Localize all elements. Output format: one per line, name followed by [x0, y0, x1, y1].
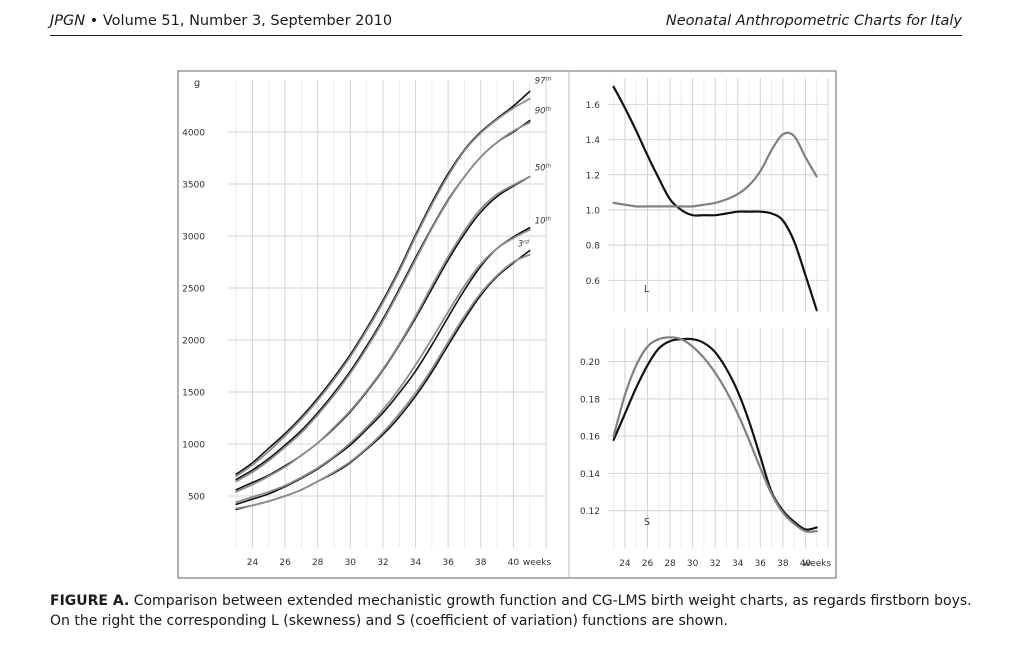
weight-x-tick-label: 30: [345, 558, 357, 568]
weight-series-line-2: [235, 97, 531, 478]
L-series-line-2: [612, 131, 818, 208]
S-y-tick-label: 0.20: [580, 358, 600, 368]
journal-issue: • Volume 51, Number 3, September 2010: [85, 13, 393, 29]
L-y-tick-label: 1.6: [586, 101, 601, 111]
S-x-tick-label: 28: [664, 559, 676, 569]
L-y-tick-label: 1.4: [586, 136, 601, 146]
L-y-tick-label: 1.0: [586, 206, 601, 216]
S-x-tick-label: 26: [642, 559, 654, 569]
S-series-line-2: [612, 336, 818, 533]
running-header-title: Neonatal Anthropometric Charts for Italy: [665, 13, 962, 29]
percentile-label: 90th: [535, 107, 552, 117]
S-y-tick-label: 0.12: [580, 507, 600, 517]
S-y-tick-label: 0.18: [580, 395, 600, 405]
weight-y-tick-label: 4000: [182, 129, 205, 139]
weight-series-line-6: [235, 175, 531, 493]
l-function-chart: 0.6 0.8 1.0 1.2 1.4 1.6 L: [586, 78, 829, 312]
weight-series-line-8: [235, 228, 531, 504]
weight-y-tick-label: 2500: [182, 285, 205, 295]
S-x-tick-label: 38: [777, 559, 789, 569]
percentile-label: 50th: [535, 164, 552, 174]
figure-caption: FIGURE A. Comparison between extended me…: [50, 591, 975, 631]
S-y-tick-label: 0.14: [580, 470, 600, 480]
S-y-tick-label: 0.16: [580, 433, 600, 443]
weight-y-tick-label: 500: [188, 493, 205, 503]
weight-series-line-10: [235, 253, 531, 510]
caption-label: FIGURE A.: [50, 593, 130, 609]
weight-x-tick-label: 36: [442, 558, 454, 568]
S-x-axis-label: weeks: [803, 559, 832, 569]
S-x-tick-label: 30: [687, 559, 699, 569]
percentile-label: 10th: [535, 217, 552, 227]
percentile-label: 97th: [535, 76, 552, 86]
s-function-chart: 0.12 0.14 0.16 0.18 0.20 24 26 28 30 32 34 36 38 40we…: [580, 328, 832, 569]
caption-text: Comparison between extended mechanistic …: [50, 593, 972, 629]
weight-x-tick-label: 28: [312, 558, 324, 568]
S-x-tick-label: 34: [732, 559, 744, 569]
L-grid: [608, 78, 829, 312]
weight-x-tick-label: 38: [475, 558, 487, 568]
weight-y-tick-label: 1000: [182, 441, 205, 451]
running-header-left: JPGN • Volume 51, Number 3, September 20…: [50, 13, 392, 29]
S-x-tick-label: 40: [800, 559, 812, 569]
weight-y-tick-label: 3500: [182, 181, 205, 191]
L-y-tick-label: 0.6: [586, 277, 601, 287]
weight-series-line-7: [235, 226, 531, 506]
weight-y-tick-label: 2000: [182, 337, 205, 347]
weight-y-tick-label: 1500: [182, 389, 205, 399]
journal-name: JPGN: [50, 13, 86, 29]
weight-x-tick-label: 26: [279, 558, 291, 568]
weight-series-line-4: [235, 121, 531, 483]
L-panel-label: L: [644, 284, 650, 295]
weight-x-tick-label: 32: [377, 558, 388, 568]
S-series-line-1: [612, 337, 818, 531]
L-y-tick-label: 0.8: [586, 242, 601, 252]
weight-chart: 500 1000 1500 2000 2500 3000 3500 4000 g 24 26 28 30…: [182, 76, 552, 568]
weight-x-tick-label: 40: [508, 558, 520, 568]
L-y-tick-label: 1.2: [586, 171, 600, 181]
L-series-line-1: [612, 85, 818, 312]
weight-x-axis-label: weeks: [523, 558, 552, 568]
S-x-tick-label: 32: [709, 559, 720, 569]
S-x-tick-label: 36: [755, 559, 767, 569]
weight-y-tick-label: 3000: [182, 233, 205, 243]
weight-x-tick-label: 24: [247, 558, 259, 568]
percentile-label: 3rd: [518, 240, 530, 250]
weight-y-axis-label: g: [194, 78, 200, 89]
S-x-tick-label: 24: [619, 559, 631, 569]
weight-x-tick-label: 34: [410, 558, 422, 568]
S-panel-label: S: [644, 517, 650, 528]
header-rule: [50, 35, 962, 36]
